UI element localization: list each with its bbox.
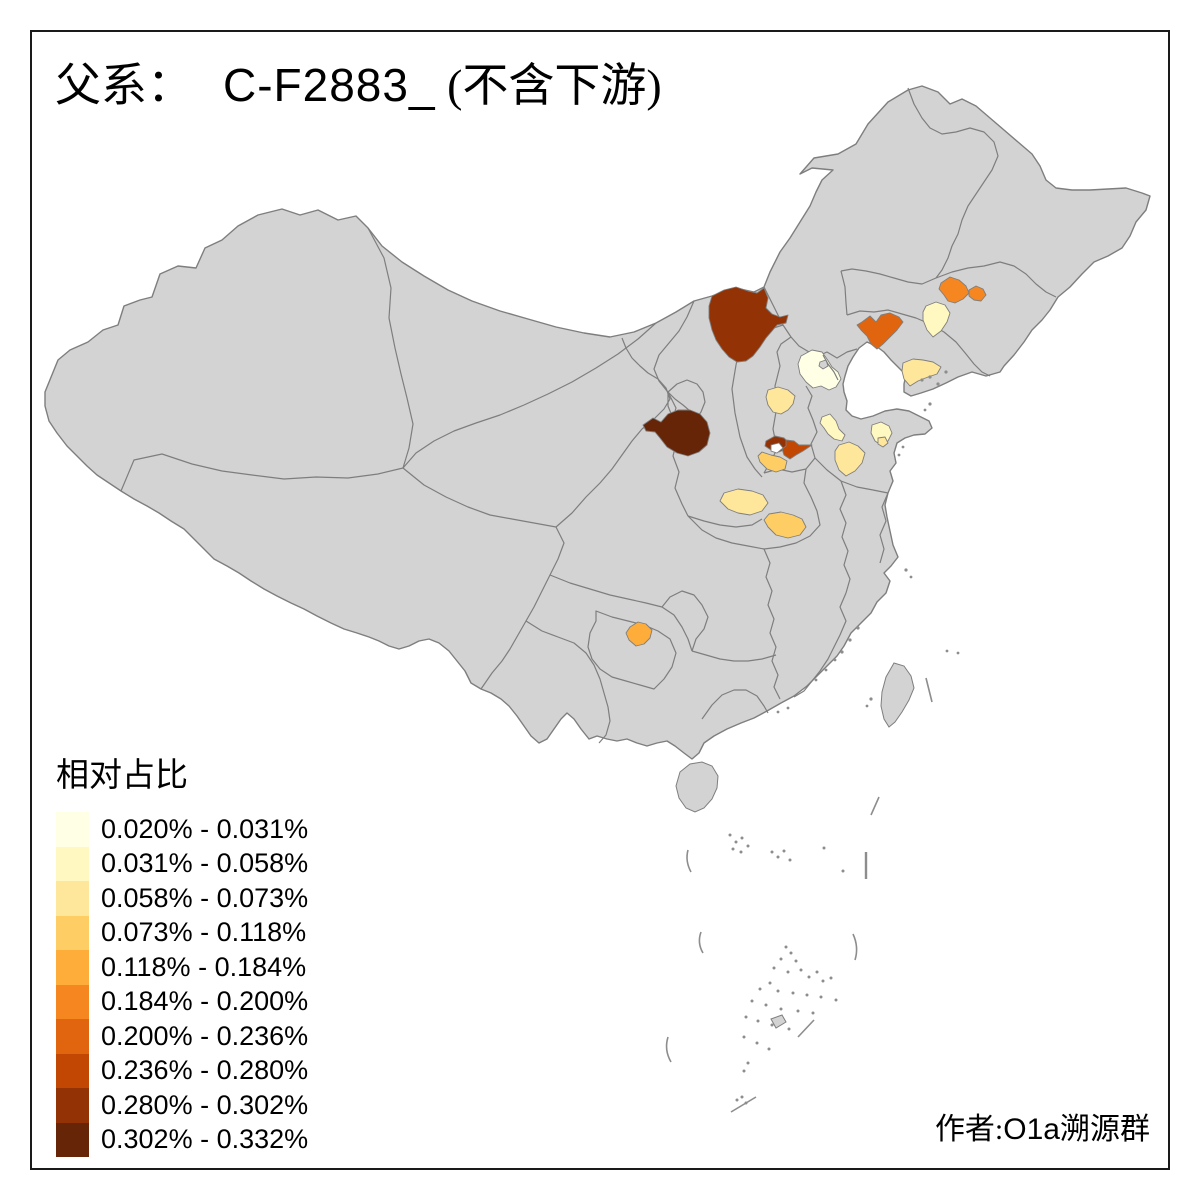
region-west-jilin [938, 276, 970, 304]
region-northwest-hebei [765, 386, 796, 415]
legend-label-5: 0.118% - 0.184% [101, 951, 307, 982]
legend-label-8: 0.236% - 0.280% [101, 1055, 309, 1086]
legend-swatch-6 [56, 984, 89, 1019]
hainan-island [675, 761, 719, 813]
islands [675, 662, 915, 1029]
legend-label-1: 0.020% - 0.031% [101, 813, 309, 844]
region-southwest-shandong [834, 441, 866, 477]
legend-row: 0.184% - 0.200% [56, 984, 309, 1019]
legend-label-6: 0.184% - 0.200% [101, 986, 309, 1017]
legend-row: 0.236% - 0.280% [56, 1053, 309, 1088]
region-east-jilin-pale [922, 301, 951, 338]
region-liaodong-peninsula [901, 358, 942, 387]
region-southwest-shanxi-orange [757, 451, 788, 473]
legend-swatch-7 [56, 1019, 89, 1054]
legend-label-9: 0.280% - 0.302% [101, 1089, 309, 1120]
taiwan-island [880, 662, 915, 728]
legend-swatch-3 [56, 881, 89, 916]
legend-label-7: 0.200% - 0.236% [101, 1020, 309, 1051]
coastal-islets [776, 370, 960, 714]
attribution: 作者:O1a溯源群 [935, 1104, 1150, 1148]
region-shanxi-white-enclave [770, 442, 784, 454]
plot-frame [30, 30, 1170, 1170]
region-west-henan [719, 488, 769, 516]
legend-label-2: 0.031% - 0.058% [101, 848, 309, 879]
legend-swatch-4 [56, 915, 89, 950]
region-south-hebei [819, 413, 846, 442]
beijing-internal-border [822, 354, 839, 381]
legend-row: 0.031% - 0.058% [56, 846, 309, 881]
region-central-guizhou [625, 621, 653, 647]
attribution-suffix: 溯源群 [1060, 1113, 1150, 1146]
legend-swatch-9 [56, 1088, 89, 1123]
legend-row: 0.020% - 0.031% [56, 812, 308, 847]
region-southwest-henan [763, 511, 807, 539]
province-borders [120, 87, 1057, 744]
title-haplogroup-code: C-F2883_ [223, 59, 436, 111]
colored-regions [625, 276, 987, 647]
attribution-latin: O1a [1003, 1113, 1060, 1146]
ryukyu-dash [925, 677, 933, 703]
title-suffix: (不含下游) [435, 60, 662, 111]
legend: 相对占比 0.020% - 0.031% 0.031% - 0.058% 0.0… [56, 748, 308, 1157]
region-east-shandong-small [877, 436, 889, 448]
legend-row: 0.118% - 0.184% [56, 950, 308, 985]
title-prefix: 父系： [55, 60, 193, 111]
legend-swatch-1 [56, 812, 89, 847]
legend-swatch-10 [56, 1122, 89, 1157]
map-title: 父系： C-F2883_ (不含下游) [55, 60, 662, 112]
legend-row: 0.058% - 0.073% [56, 881, 308, 916]
region-east-shandong [870, 421, 893, 446]
legend-swatch-8 [56, 1053, 89, 1088]
region-central-inner-mongolia-band [708, 286, 789, 363]
legend-label-10: 0.302% - 0.332% [101, 1124, 309, 1155]
spratly-islet [770, 1014, 787, 1029]
legend-row: 0.280% - 0.302% [56, 1088, 308, 1123]
legend-swatch-5 [56, 950, 89, 985]
legend-row: 0.073% - 0.118% [56, 915, 308, 950]
attribution-prefix: 作者: [934, 1113, 1004, 1146]
legend-row: 0.200% - 0.236% [56, 1019, 308, 1054]
region-east-gansu-dark [642, 409, 711, 457]
legend-label-3: 0.058% - 0.073% [101, 882, 309, 913]
south-china-sea-islands [665, 677, 933, 1113]
region-beijing-enclave [818, 359, 829, 370]
legend-label-4: 0.073% - 0.118% [101, 917, 307, 948]
region-west-liaoning [856, 312, 904, 350]
region-beijing [797, 349, 842, 391]
legend-row: 0.302% - 0.332% [56, 1122, 309, 1157]
region-central-jilin [968, 285, 987, 302]
legend-title: 相对占比 [56, 758, 188, 794]
legend-swatch-2 [56, 846, 89, 881]
